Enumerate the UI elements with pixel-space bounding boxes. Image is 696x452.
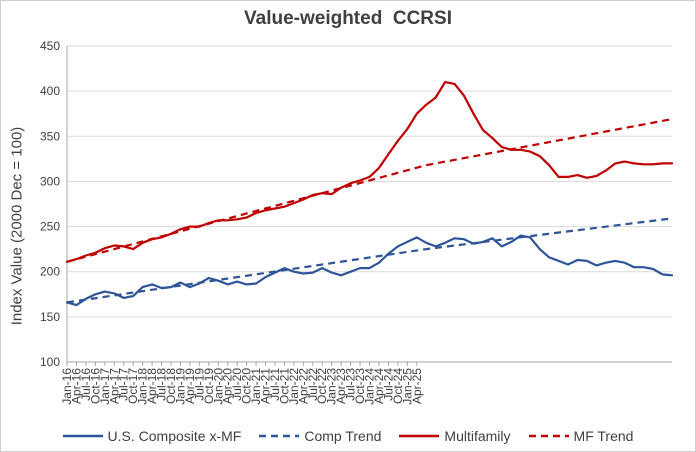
x-tick-label: Oct-18 [164, 368, 178, 404]
x-tick-label: Jan-24 [363, 368, 377, 405]
x-tick-label: Apr-21 [259, 368, 273, 404]
x-tick-label: Jan-22 [287, 368, 301, 405]
x-tick-label: Jul-22 [306, 368, 320, 401]
x-tick-label: Jan-18 [136, 368, 150, 405]
legend-swatch-mf-trend [528, 434, 569, 438]
legend: U.S. Composite x-MF Comp Trend Multifami… [0, 428, 696, 444]
y-tick-labels: 100 150 200 250 300 350 400 450 [40, 39, 60, 369]
legend-item-mf-trend: MF Trend [528, 428, 634, 444]
legend-item-composite: U.S. Composite x-MF [62, 428, 242, 444]
x-tick-labels: Jan-16Apr-16Jul-16Oct-16Jan-17Apr-17Jul-… [60, 368, 424, 405]
chart-title: Value-weighted CCRSI [244, 8, 452, 29]
series-line-comp-trend [66, 217, 673, 304]
x-tick-label: Oct-17 [126, 368, 140, 404]
legend-swatch-comp-trend [259, 434, 300, 438]
legend-label-multifamily: Multifamily [444, 428, 511, 444]
x-tick-label: Oct-20 [240, 368, 254, 404]
axes [66, 46, 672, 366]
x-tick-label: Apr-20 [221, 368, 235, 404]
x-tick-label: Jan-23 [325, 368, 339, 405]
x-tick-label: Jan-16 [60, 368, 74, 405]
x-tick-label: Apr-23 [334, 368, 348, 404]
y-tick-label: 200 [40, 265, 60, 279]
gridlines [67, 45, 672, 363]
x-tick-label: Oct-19 [202, 368, 216, 404]
series-lines [65, 81, 674, 307]
x-tick-label: Apr-18 [145, 368, 159, 404]
x-tick-label: Jan-25 [400, 368, 414, 405]
x-tick-label: Apr-25 [410, 368, 424, 404]
x-tick-label: Jul-23 [344, 368, 358, 401]
legend-item-comp-trend: Comp Trend [259, 428, 381, 444]
y-tick-label: 450 [40, 39, 60, 53]
y-tick-label: 250 [40, 220, 60, 234]
y-tick-label: 400 [40, 84, 60, 98]
x-tick-label: Oct-24 [391, 368, 405, 404]
x-tick-label: Jul-16 [79, 368, 93, 401]
x-tick-label: Apr-22 [296, 368, 310, 404]
x-tick-label: Apr-17 [107, 368, 121, 404]
series-line-mf-trend [66, 118, 673, 263]
legend-label-mf-trend: MF Trend [573, 428, 634, 444]
x-tick-label: Apr-19 [183, 368, 197, 404]
y-tick-label: 150 [40, 310, 60, 324]
legend-label-composite: U.S. Composite x-MF [107, 428, 242, 444]
legend-label-comp-trend: Comp Trend [304, 428, 382, 444]
y-tick-label: 350 [40, 129, 60, 143]
x-tick-label: Jul-24 [381, 368, 395, 401]
x-tick-label: Jan-19 [173, 368, 187, 405]
x-tick-label: Jul-18 [155, 368, 169, 401]
legend-swatch-multifamily [399, 434, 440, 438]
x-tick-label: Jul-17 [117, 368, 131, 401]
x-tick-label: Oct-21 [277, 368, 291, 404]
x-tick-label: Apr-16 [69, 368, 83, 404]
x-tick-label: Oct-22 [315, 368, 329, 404]
x-tick-label: Jul-19 [192, 368, 206, 401]
y-tick-label: 100 [40, 355, 60, 369]
x-tick-label: Jan-21 [249, 368, 263, 405]
x-tick-label: Jul-20 [230, 368, 244, 401]
x-tick-label: Oct-23 [353, 368, 367, 404]
y-tick-label: 300 [40, 174, 60, 188]
legend-item-multifamily: Multifamily [399, 428, 511, 444]
series-line-multifamily [65, 81, 674, 263]
legend-swatch-composite [62, 434, 103, 438]
x-tick-label: Jan-17 [98, 368, 112, 405]
series-line-u-s-composite-x-mf [65, 234, 674, 307]
x-tick-label: Jan-20 [211, 368, 225, 405]
x-tick-label: Oct-16 [88, 368, 102, 404]
x-tick-label: Jul-21 [268, 368, 282, 401]
x-tick-label: Apr-24 [372, 368, 386, 404]
